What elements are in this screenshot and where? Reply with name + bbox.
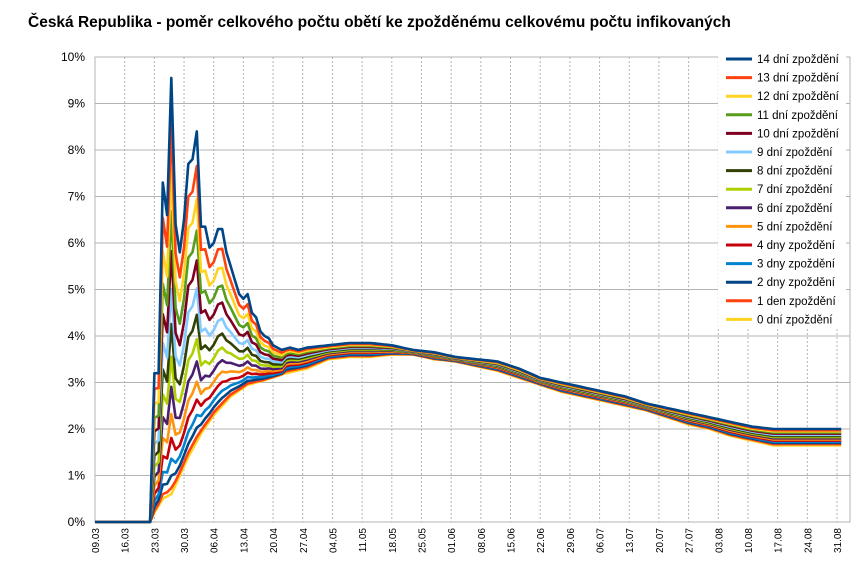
x-tick-label: 13.07 <box>625 528 636 553</box>
x-tick-label: 08.06 <box>477 528 488 553</box>
x-tick-label: 04.05 <box>328 528 339 553</box>
legend-label: 11 dní zpoždění <box>757 110 839 122</box>
chart-title: Česká Republika - poměr celkového počtu … <box>28 14 731 31</box>
legend-label: 14 dní zpoždění <box>757 54 840 66</box>
x-tick-label: 18.05 <box>388 528 399 553</box>
x-tick-label: 27.04 <box>299 528 310 553</box>
x-tick-label: 20.04 <box>269 528 280 553</box>
legend-label: 13 dní zpoždění <box>757 73 840 85</box>
legend <box>718 47 846 327</box>
legend-label: 10 dní zpoždění <box>757 128 840 140</box>
x-tick-label: 15.06 <box>507 528 518 553</box>
x-tick-label: 01.06 <box>447 528 458 553</box>
x-tick-label: 06.07 <box>596 528 607 553</box>
y-tick-label: 6% <box>68 236 86 250</box>
x-tick-label: 25.05 <box>417 528 428 553</box>
legend-label: 0 dní zpoždění <box>757 314 833 326</box>
x-tick-label: 11.05 <box>358 528 369 553</box>
series-line <box>95 76 842 524</box>
x-tick-label: 09.03 <box>91 528 102 553</box>
legend-label: 7 dní zpoždění <box>757 184 833 196</box>
x-tick-label: 27.07 <box>685 528 696 553</box>
x-tick-label: 10.08 <box>744 528 755 553</box>
y-tick-label: 9% <box>68 97 86 111</box>
legend-label: 3 dny zpoždění <box>757 259 836 271</box>
y-tick-label: 7% <box>68 190 86 204</box>
x-tick-label: 17.08 <box>774 528 785 553</box>
x-tick-label: 22.06 <box>536 528 547 553</box>
x-tick-label: 23.03 <box>150 528 161 553</box>
legend-label: 6 dní zpoždění <box>757 203 833 215</box>
x-tick-label: 24.08 <box>803 528 814 553</box>
y-tick-label: 0% <box>68 515 86 529</box>
x-tick-label: 29.06 <box>566 528 577 553</box>
legend-label: 4 dny zpoždění <box>757 240 836 252</box>
x-tick-label: 31.08 <box>833 528 844 553</box>
x-tick-label: 20.07 <box>655 528 666 553</box>
y-tick-label: 8% <box>68 143 86 157</box>
legend-label: 5 dní zpoždění <box>757 221 833 233</box>
x-tick-label: 13.04 <box>239 528 250 553</box>
x-tick-label: 30.03 <box>180 528 191 553</box>
y-tick-label: 1% <box>68 469 86 483</box>
y-tick-label: 10% <box>61 50 85 64</box>
legend-label: 1 den zpoždění <box>757 296 836 308</box>
y-tick-label: 5% <box>68 283 86 297</box>
y-tick-label: 4% <box>68 329 86 343</box>
y-tick-label: 2% <box>68 422 86 436</box>
legend-label: 8 dní zpoždění <box>757 166 833 178</box>
legend-label: 12 dní zpoždění <box>757 91 840 103</box>
y-tick-label: 3% <box>68 376 86 390</box>
legend-label: 9 dní zpoždění <box>757 147 833 159</box>
x-tick-label: 16.03 <box>121 528 132 553</box>
x-tick-label: 06.04 <box>210 528 221 553</box>
legend-label: 2 dny zpoždění <box>757 277 836 289</box>
x-tick-label: 03.08 <box>714 528 725 553</box>
